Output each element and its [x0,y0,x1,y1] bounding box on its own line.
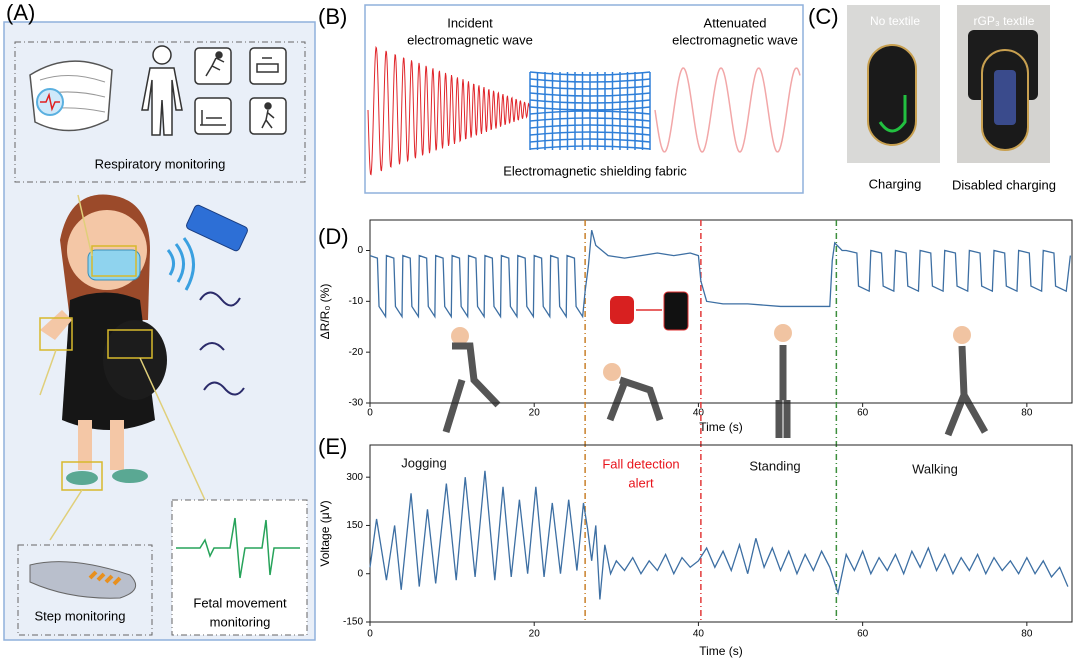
panel-label: (D) [318,224,349,249]
fetal-signal-icon [176,517,300,579]
plot-frame [369,444,1073,623]
x-tick-label: 60 [857,408,869,419]
caption: Respiratory monitoring [95,156,226,171]
panel-label: (C) [808,4,839,29]
screen [994,70,1016,125]
x-tick-label: 20 [529,408,541,419]
fabric-thread [529,138,651,143]
incident-wave [367,45,531,176]
x-tick-label: 60 [857,629,869,640]
x-tick-label: 20 [529,629,541,640]
photo-title: rGP₃ textile [974,14,1035,28]
attenuated-wave [654,67,801,153]
fabric-thread [529,110,651,115]
fabric-thread [529,117,651,122]
caption: electromagnetic wave [407,32,533,47]
protective-suit-icon [141,45,183,136]
signal-line [369,230,1072,319]
signal-line [369,470,1069,600]
activity-figures [442,291,989,438]
panel-label: (E) [318,434,347,459]
activity-icons [194,47,287,135]
fabric-thread [529,92,651,97]
annotation: Jogging [401,455,447,470]
caption: Disabled charging [952,177,1056,192]
y-axis-label: Voltage (μV) [318,500,332,566]
fabric-thread [529,131,651,136]
woman-illustration [39,194,248,541]
caption: Incident [447,15,493,30]
y-tick-label: 150 [346,520,363,531]
x-tick-label: 40 [693,629,705,640]
fabric-thread [529,71,651,76]
caption: electromagnetic wave [672,32,798,47]
panel-label: (B) [318,4,347,29]
x-tick-label: 40 [693,408,705,419]
x-axis-label: Time (s) [699,420,743,434]
caption: monitoring [210,614,271,629]
annotation: Standing [749,458,800,473]
photo-title: No textile [870,14,920,28]
y-tick-label: 300 [346,472,363,483]
fabric-thread [529,106,651,111]
wave-illustration [367,45,801,176]
y-tick-label: -150 [343,617,363,628]
x-tick-label: 80 [1021,629,1033,640]
step-box [17,544,153,636]
fabric-thread [529,85,651,90]
x-tick-label: 0 [367,408,373,419]
caption: Charging [869,176,922,191]
y-tick-label: -30 [349,398,364,409]
charge-ring [878,95,907,133]
x-axis-label: Time (s) [699,644,743,658]
caption: Attenuated [704,15,767,30]
caption: Electromagnetic shielding fabric [503,163,687,178]
y-tick-label: 0 [357,568,363,579]
x-tick-label: 80 [1021,408,1033,419]
caption: Fetal movement [193,595,287,610]
y-axis-label: ΔR/R₀ (%) [318,284,332,340]
y-tick-label: 0 [357,245,363,256]
fabric-thread [529,78,651,83]
annotation: alert [628,475,654,490]
insole-icon [29,561,137,599]
annotation: Fall detection [602,456,679,471]
y-tick-label: -20 [349,347,364,358]
plot-frame [369,219,1073,404]
fabric-thread [529,99,651,104]
mask-icon [29,60,113,132]
x-tick-label: 0 [367,629,373,640]
annotation: Walking [912,461,958,476]
panel-label: (A) [6,0,35,25]
y-tick-label: -10 [349,296,364,307]
fabric-thread [529,145,651,150]
respiratory-box [14,41,306,183]
caption: Step monitoring [34,608,125,623]
fabric-thread [529,124,651,129]
